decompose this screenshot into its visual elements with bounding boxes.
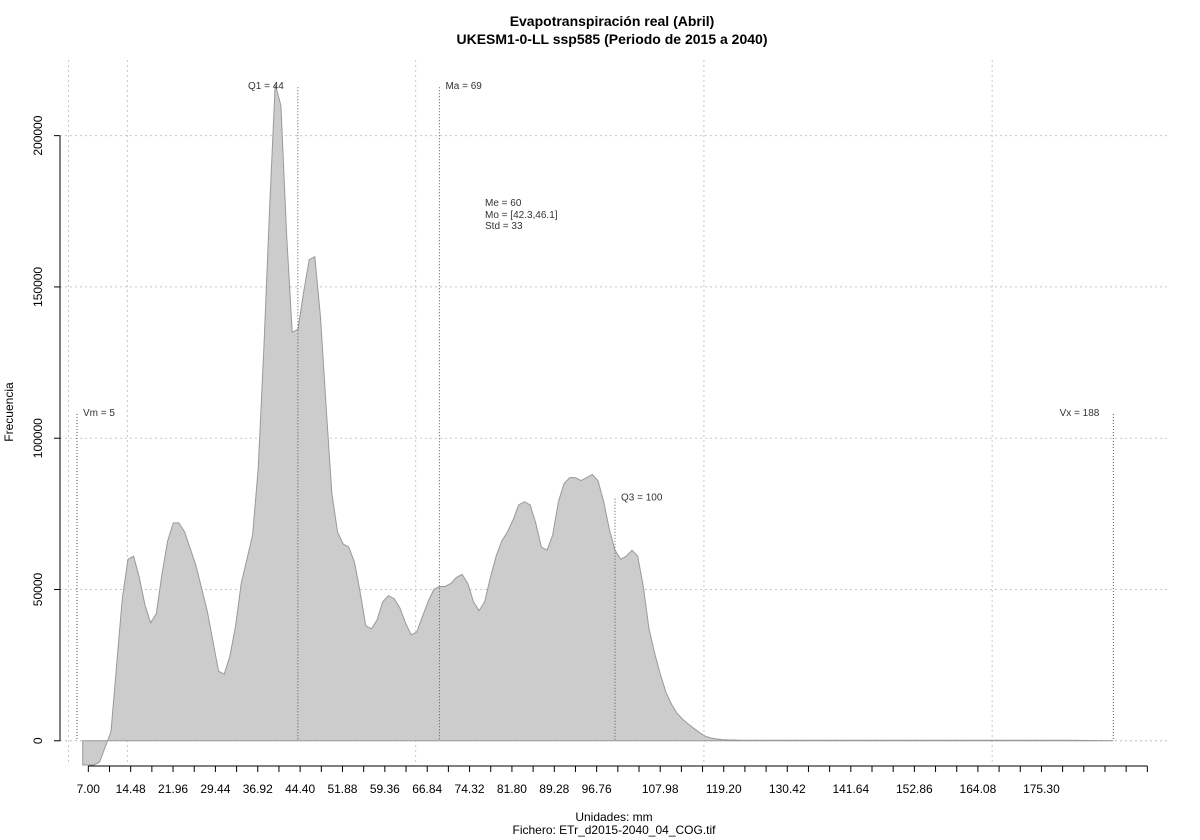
y-tick-label: 100000 — [31, 418, 45, 458]
x-tick-label: 36.92 — [243, 782, 273, 796]
x-tick-label: 175.30 — [1023, 782, 1060, 796]
x-tick-label: 14.48 — [116, 782, 146, 796]
x-tick-label: 44.40 — [285, 782, 315, 796]
stat-marker-label: Q1 = 44 — [248, 81, 284, 92]
y-tick-label: 0 — [31, 737, 45, 744]
file-caption: Fichero: ETr_d2015-2040_04_COG.tif — [513, 823, 717, 837]
x-axis: 7.00 14.48 21.96 29.44 36.92 44.40 51.88 59.36 6… — [77, 765, 1148, 796]
x-tick-label: 96.76 — [582, 782, 612, 796]
x-tick-label: 130.42 — [769, 782, 806, 796]
x-tick-label: 29.44 — [200, 782, 230, 796]
y-tick-label: 50000 — [31, 572, 45, 606]
x-tick-label: 74.32 — [455, 782, 485, 796]
y-tick-label: 150000 — [31, 267, 45, 307]
x-tick-label: 81.80 — [497, 782, 527, 796]
x-axis-label: Unidades: mm — [575, 810, 652, 824]
x-tick-label: 51.88 — [327, 782, 357, 796]
x-tick-label: 164.08 — [960, 782, 997, 796]
x-tick-label: 119.20 — [706, 782, 742, 796]
stat-marker-label: Ma = 69 — [445, 81, 482, 92]
stat-marker-label: Vm = 5 — [83, 408, 115, 419]
x-tick-label: 141.64 — [832, 782, 869, 796]
stat-marker-label: Q3 = 100 — [621, 493, 663, 504]
x-tick-label: 59.36 — [370, 782, 400, 796]
stat-marker-label: Vx = 188 — [1060, 408, 1100, 419]
x-tick-label: 21.96 — [158, 782, 188, 796]
area-layer — [82, 84, 1114, 766]
x-tick-label: 152.86 — [896, 782, 933, 796]
chart-subtitle: UKESM1-0-LL ssp585 (Periodo de 2015 a 20… — [457, 31, 768, 47]
x-tick-label: 66.84 — [412, 782, 442, 796]
x-tick-label: 89.28 — [539, 782, 569, 796]
x-tick-label: 107.98 — [642, 782, 679, 796]
y-axis-label: Frecuencia — [2, 382, 16, 442]
density-area — [82, 84, 1114, 766]
stat-std: Std = 33 — [485, 221, 523, 232]
y-axis: 0 50000 100000 150000 200000 — [31, 115, 61, 744]
x-tick-label: 7.00 — [77, 782, 101, 796]
stat-median: Me = 60 — [485, 198, 522, 209]
chart-title: Evapotranspiración real (Abril) — [510, 13, 715, 29]
y-tick-label: 200000 — [31, 115, 45, 155]
stat-mode: Mo = [42.3,46.1] — [485, 210, 558, 221]
stat-markers: Vm = 5 Q1 = 44 Ma = 69 Q3 = 100 Vx = 188 — [76, 81, 1114, 741]
